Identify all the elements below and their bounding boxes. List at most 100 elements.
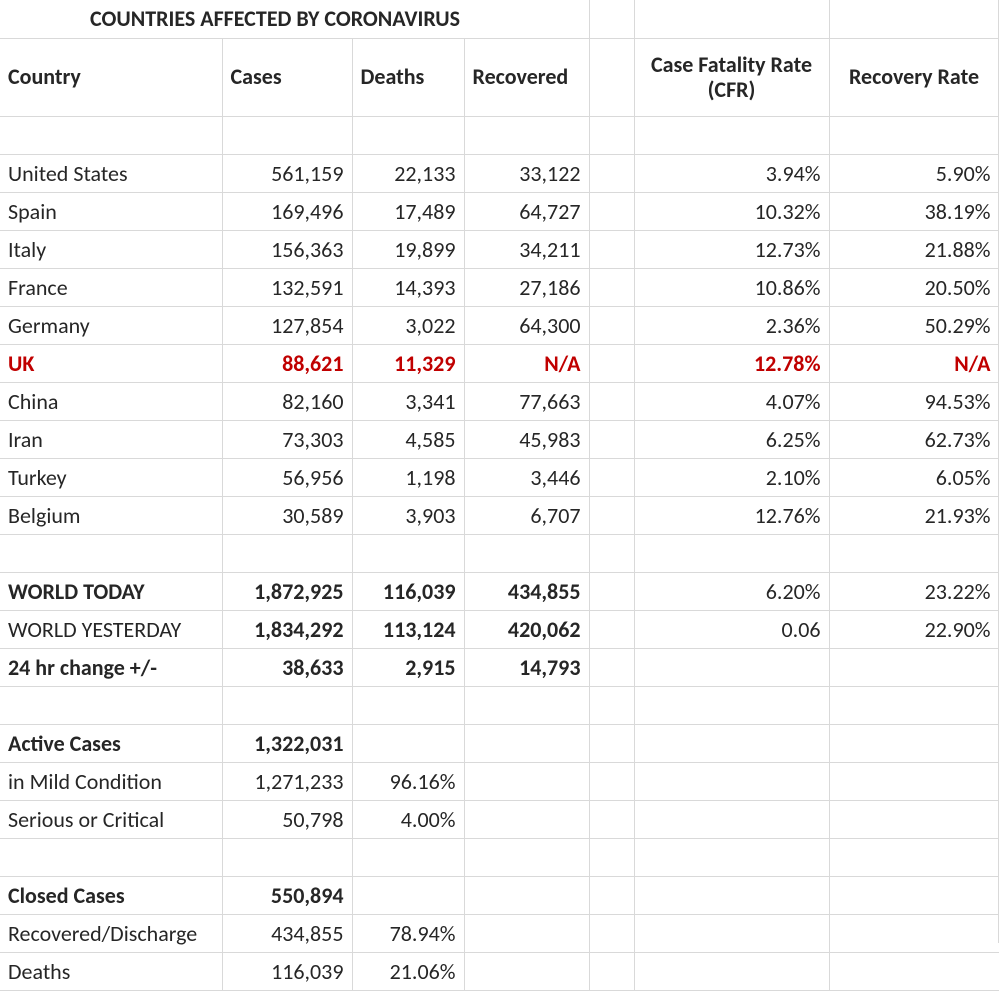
country-name: France	[0, 268, 222, 306]
country-recovery-rate: 62.73%	[829, 420, 999, 458]
country-cfr: 12.76%	[634, 496, 829, 534]
country-cfr: 12.78%	[634, 344, 829, 382]
country-cases: 127,854	[222, 306, 352, 344]
closed-deaths-row: Deaths116,03921.06%	[0, 952, 999, 990]
country-cases: 156,363	[222, 230, 352, 268]
country-recovery-rate: N/A	[829, 344, 999, 382]
closed-cases-label: Closed Cases	[0, 876, 222, 914]
country-recovery-rate: 94.53%	[829, 382, 999, 420]
country-cfr: 10.32%	[634, 192, 829, 230]
country-deaths: 17,489	[352, 192, 464, 230]
country-recovered: 77,663	[464, 382, 589, 420]
col-header-country: Country	[0, 38, 222, 116]
country-deaths: 3,022	[352, 306, 464, 344]
country-cases: 561,159	[222, 154, 352, 192]
closed-deaths-pct: 21.06%	[352, 952, 464, 990]
country-name: Spain	[0, 192, 222, 230]
closed-deaths-label: Deaths	[0, 952, 222, 990]
world-yesterday-row: WORLD YESTERDAY1,834,292113,124420,062 0.…	[0, 610, 999, 648]
country-recovered: N/A	[464, 344, 589, 382]
country-cases: 88,621	[222, 344, 352, 382]
country-cfr: 12.73%	[634, 230, 829, 268]
country-cfr: 3.94%	[634, 154, 829, 192]
country-cases: 82,160	[222, 382, 352, 420]
world-yesterday-cfr: 0.06	[634, 610, 829, 648]
change-label: 24 hr change +/-	[0, 648, 222, 686]
country-name: Belgium	[0, 496, 222, 534]
serious-label: Serious or Critical	[0, 800, 222, 838]
country-name: Germany	[0, 306, 222, 344]
country-recovered: 6,707	[464, 496, 589, 534]
table-row: UK88,62111,329N/A12.78%N/A	[0, 344, 999, 382]
country-cfr: 10.86%	[634, 268, 829, 306]
col-header-cfr: Case Fatality Rate (CFR)	[634, 38, 829, 116]
world-yesterday-deaths: 113,124	[352, 610, 464, 648]
country-cfr: 4.07%	[634, 382, 829, 420]
table-row: Iran73,3034,58545,983 6.25%62.73%	[0, 420, 999, 458]
country-cases: 30,589	[222, 496, 352, 534]
closed-recovered-label: Recovered/Discharge	[0, 914, 222, 952]
country-name: UK	[0, 344, 222, 382]
mild-row: in Mild Condition1,271,23396.16%	[0, 762, 999, 800]
serious-pct: 4.00%	[352, 800, 464, 838]
table-row: Spain169,49617,48964,72710.32%38.19%	[0, 192, 999, 230]
world-today-recovered: 434,855	[464, 572, 589, 610]
world-yesterday-label: WORLD YESTERDAY	[0, 610, 222, 648]
table-row: United States561,15922,13333,1223.94%5.9…	[0, 154, 999, 192]
col-header-cases: Cases	[222, 38, 352, 116]
blank-row	[0, 534, 999, 572]
change-row: 24 hr change +/-38,6332,91514,793	[0, 648, 999, 686]
table-row: Germany127,8543,02264,3002.36%50.29%	[0, 306, 999, 344]
active-cases-row: Active Cases1,322,031	[0, 724, 999, 762]
mild-pct: 96.16%	[352, 762, 464, 800]
country-cases: 56,956	[222, 458, 352, 496]
country-recovered: 27,186	[464, 268, 589, 306]
country-recovered: 64,727	[464, 192, 589, 230]
country-cases: 169,496	[222, 192, 352, 230]
country-deaths: 3,341	[352, 382, 464, 420]
country-name: Iran	[0, 420, 222, 458]
country-deaths: 4,585	[352, 420, 464, 458]
country-recovery-rate: 21.88%	[829, 230, 999, 268]
closed-cases-row: Closed Cases550,894	[0, 876, 999, 914]
mild-count: 1,271,233	[222, 762, 352, 800]
country-recovery-rate: 6.05%	[829, 458, 999, 496]
col-header-recovery-rate: Recovery Rate	[829, 38, 999, 116]
country-name: Turkey	[0, 458, 222, 496]
world-yesterday-recovered: 420,062	[464, 610, 589, 648]
blank-row	[0, 116, 999, 154]
world-yesterday-cases: 1,834,292	[222, 610, 352, 648]
change-recovered: 14,793	[464, 648, 589, 686]
country-cases: 73,303	[222, 420, 352, 458]
country-cfr: 6.25%	[634, 420, 829, 458]
country-cfr: 2.10%	[634, 458, 829, 496]
header-row: CountryCasesDeathsRecoveredCase Fatality…	[0, 38, 999, 116]
page-title: COUNTRIES AFFECTED BY CORONAVIRUS	[0, 0, 589, 38]
col-header-deaths: Deaths	[352, 38, 464, 116]
world-yesterday-recovery-rate: 22.90%	[829, 610, 999, 648]
country-cases: 132,591	[222, 268, 352, 306]
country-name: United States	[0, 154, 222, 192]
table-row: France132,59114,39327,18610.86%20.50%	[0, 268, 999, 306]
country-deaths: 19,899	[352, 230, 464, 268]
country-deaths: 3,903	[352, 496, 464, 534]
closed-recovered-row: Recovered/Discharge434,85578.94%	[0, 914, 999, 952]
world-today-cases: 1,872,925	[222, 572, 352, 610]
table-row: China82,1603,34177,6634.07%94.53%	[0, 382, 999, 420]
country-recovered: 45,983	[464, 420, 589, 458]
country-recovered: 34,211	[464, 230, 589, 268]
change-cases: 38,633	[222, 648, 352, 686]
country-recovered: 64,300	[464, 306, 589, 344]
table-row: Belgium30,5893,9036,70712.76%21.93%	[0, 496, 999, 534]
country-deaths: 11,329	[352, 344, 464, 382]
country-recovery-rate: 5.90%	[829, 154, 999, 192]
serious-count: 50,798	[222, 800, 352, 838]
world-today-recovery-rate: 23.22%	[829, 572, 999, 610]
mild-label: in Mild Condition	[0, 762, 222, 800]
country-recovery-rate: 20.50%	[829, 268, 999, 306]
closed-recovered-count: 434,855	[222, 914, 352, 952]
country-deaths: 1,198	[352, 458, 464, 496]
covid-table: COUNTRIES AFFECTED BY CORONAVIRUSCountry…	[0, 0, 999, 991]
spreadsheet-table: COUNTRIES AFFECTED BY CORONAVIRUSCountry…	[0, 0, 999, 943]
country-cfr: 2.36%	[634, 306, 829, 344]
